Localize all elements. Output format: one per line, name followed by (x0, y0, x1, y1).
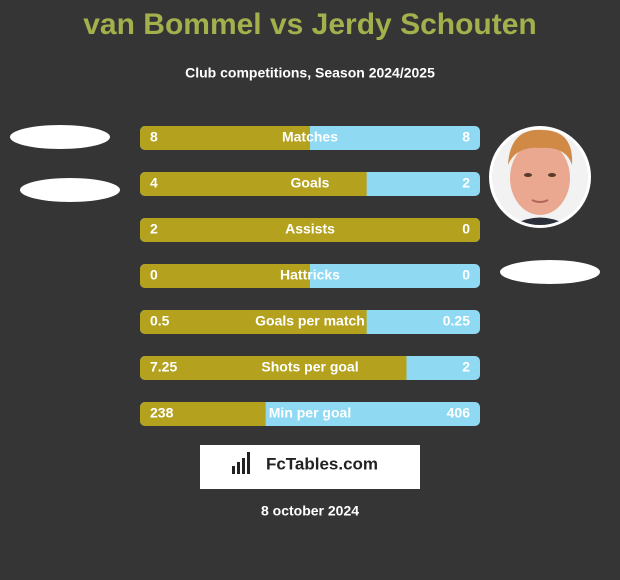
player-photo (489, 126, 591, 228)
right-value: 0 (462, 267, 470, 283)
stat-label: Matches (282, 129, 338, 145)
logo-icon (232, 452, 250, 474)
bar-left (140, 356, 407, 380)
date: 8 october 2024 (261, 503, 359, 519)
left-value: 7.25 (150, 359, 177, 375)
stat-label: Hattricks (280, 267, 340, 283)
left-value: 8 (150, 129, 158, 145)
stat-label: Goals per match (255, 313, 365, 329)
title: van Bommel vs Jerdy Schouten (83, 8, 537, 41)
logo-text: FcTables.com (266, 454, 378, 473)
left-value: 0.5 (150, 313, 170, 329)
right-value: 406 (447, 405, 471, 421)
left-value: 2 (150, 221, 158, 237)
bar-left (140, 310, 367, 334)
left-badge (10, 125, 110, 149)
right-value: 0 (462, 221, 470, 237)
subtitle: Club competitions, Season 2024/2025 (185, 65, 435, 81)
stat-label: Min per goal (269, 405, 351, 421)
left-value: 0 (150, 267, 158, 283)
stat-label: Goals (291, 175, 330, 191)
left-value: 4 (150, 175, 158, 191)
right-value: 2 (462, 175, 470, 191)
logo-box (200, 445, 420, 489)
bar-left (140, 126, 310, 150)
stat-label: Shots per goal (261, 359, 358, 375)
bar-left (140, 218, 480, 242)
right-value: 0.25 (443, 313, 470, 329)
left-value: 238 (150, 405, 174, 421)
bar-left (140, 172, 367, 196)
bar-left (140, 264, 310, 288)
right-badge (500, 260, 600, 284)
stat-label: Assists (285, 221, 335, 237)
right-value: 8 (462, 129, 470, 145)
bar-left (140, 402, 266, 426)
right-value: 2 (462, 359, 470, 375)
left-badge (20, 178, 120, 202)
